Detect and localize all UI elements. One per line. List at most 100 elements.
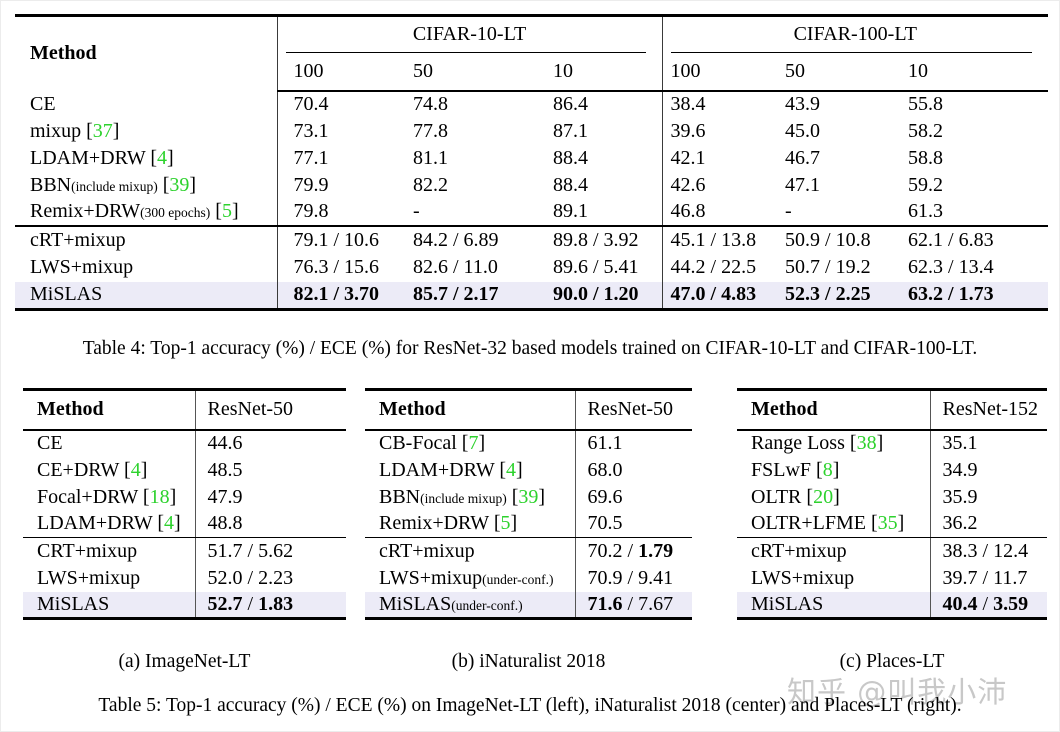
value-cell: 48.5 [194, 456, 346, 484]
table5-caption: Table 5: Top-1 accuracy (%) / ECE (%) on… [98, 695, 962, 716]
value-cell: 59.2 [908, 173, 944, 196]
header-row: Method ResNet-50 [23, 389, 346, 431]
imbalance-header-50: 50 [770, 52, 894, 92]
value-cell: 70.2 / 1.79 [574, 537, 692, 565]
value-cell: 61.3 [893, 198, 1049, 227]
value-cell: 38.3 / 12.4 [929, 537, 1047, 565]
accuracy-value: 39.7 [942, 566, 978, 589]
value-cell: 45.1 / 13.8 [661, 225, 771, 254]
method-name: OLTR [751, 485, 802, 508]
value-cell: 77.8 [413, 119, 448, 142]
ece-value: 1.79 [638, 539, 674, 562]
method-name: cRT+mixup [751, 539, 847, 562]
method-name: LDAM+DRW [37, 512, 153, 535]
method-name: Remix+DRW [30, 200, 141, 222]
value-cell: 70.4 [276, 90, 397, 118]
t5c-row-crt-mixup: cRT+mixup 38.3 / 12.4 [737, 537, 1047, 565]
value-cell: 52.0 / 2.23 [194, 564, 346, 592]
t5c-row-mislas: MiSLAS 40.4 / 3.59 [737, 591, 1047, 619]
citation-number: 4 [157, 146, 168, 169]
value-cell: 62.3 / 13.4 [908, 256, 994, 278]
method-name: Remix+DRW [379, 512, 489, 535]
method-subscript: (300 epochs) [140, 205, 211, 220]
citation-number: 39 [169, 173, 190, 196]
accuracy-value: 52.0 [207, 566, 243, 589]
accuracy-value: 51.7 [207, 539, 243, 562]
table4-row-bbn: BBN(include mixup) [39] 79.9 82.2 88.4 42.6 4… [15, 171, 1048, 199]
value-cell: 79.9 [276, 171, 397, 199]
method-name: MiSLAS [37, 592, 110, 615]
value-cell: 73.1 [276, 117, 397, 145]
ece-value: 7.67 [638, 592, 674, 615]
value-cell: 58.2 [908, 119, 944, 142]
subtable-b-caption: (b) iNaturalist 2018 [451, 651, 606, 672]
method-name: FSLwF [751, 458, 812, 481]
value-cell: 42.1 [661, 144, 771, 172]
t5a-row-mislas: MiSLAS 52.7 / 1.83 [23, 591, 346, 619]
method-cell: MiSLAS [15, 281, 277, 310]
method-cell: FSLwF [8] [751, 458, 840, 481]
value-cell: 58.8 [908, 146, 944, 169]
ece-value: 5.62 [258, 539, 294, 562]
method-name: MiSLAS [751, 592, 824, 615]
value-cell: 44.2 / 22.5 [661, 253, 771, 282]
t5b-row-lws-mixup: LWS+mixup(under-conf.) 70.9 / 9.41 [365, 564, 692, 592]
value-cell: 34.9 [929, 456, 1047, 484]
value-cell: 35.9 [929, 483, 1047, 511]
method-cell: cRT+mixup [737, 538, 930, 565]
method-name: LDAM+DRW [30, 146, 146, 169]
citation-number: 35 [877, 512, 898, 535]
value-cell: 89.6 / 5.41 [553, 256, 639, 278]
table4-row-lws-mixup: LWS+mixup 76.3 / 15.6 82.6 / 11.0 89.6 / 5.… [15, 253, 1048, 282]
value-cell: 52.7 / 1.83 [194, 591, 346, 619]
t5c-row-fslwf: FSLwF [8] 34.9 [737, 456, 1047, 484]
header-row: Method ResNet-152 [737, 389, 1047, 431]
method-cell: mixup [37] [30, 119, 120, 142]
method-name: mixup [30, 119, 82, 142]
accuracy-value: 71.6 [587, 592, 623, 615]
method-cell: LDAM+DRW [4] [30, 146, 174, 169]
t5c-row-oltr-lfme: OLTR+LFME [35] 36.2 [737, 510, 1047, 538]
table4-row-ldam-drw: LDAM+DRW [4] 77.1 81.1 88.4 42.1 46.7 58.8 [15, 144, 1048, 172]
imbalance-header-50: 50 [397, 52, 537, 92]
method-cell: MiSLAS(under-conf.) [365, 591, 575, 619]
value-cell: 63.2 / 1.73 [893, 281, 1049, 310]
method-name: cRT+mixup [379, 539, 475, 562]
value-cell: 36.2 [929, 510, 1047, 538]
citation-number: 37 [92, 119, 113, 142]
value-cell: 77.1 [276, 144, 397, 172]
accuracy-value: 40.4 [942, 592, 978, 615]
imbalance-header-100: 100 [276, 52, 397, 92]
method-name: CE+DRW [37, 458, 120, 481]
value-cell: 71.6 / 7.67 [574, 591, 692, 619]
t5a-row-ce-drw: CE+DRW [4] 48.5 [23, 456, 346, 484]
value-cell: 82.2 [413, 173, 448, 196]
method-column-header: Method [737, 389, 930, 431]
method-cell: CRT+mixup [23, 538, 195, 565]
value-cell: 62.1 / 6.83 [908, 228, 994, 251]
value-cell: 46.8 [661, 198, 771, 227]
ece-value: 9.41 [638, 566, 674, 589]
value-cell: 47.9 [194, 483, 346, 511]
backbone-column-header: ResNet-152 [929, 389, 1047, 431]
method-cell: LDAM+DRW [4] [379, 458, 523, 481]
value-cell: 51.7 / 5.62 [194, 537, 346, 565]
group-header-cifar100lt: CIFAR-100-LT [661, 15, 1049, 53]
method-cell: BBN(include mixup) [39] [379, 485, 546, 508]
accuracy-value: 38.3 [942, 539, 978, 562]
value-cell: 43.9 [785, 93, 821, 115]
value-cell: 42.6 [661, 171, 771, 199]
value-cell: 89.1 [537, 198, 663, 227]
value-cell: 52.3 / 2.25 [770, 281, 894, 310]
t5c-row-range-loss: Range Loss [38] 35.1 [737, 429, 1047, 457]
ece-value: 11.7 [993, 566, 1028, 589]
value-cell: 61.1 [574, 429, 692, 457]
citation-number: 5 [221, 200, 232, 222]
value-cell: 88.4 [553, 146, 588, 169]
subtable-a-caption: (a) ImageNet-LT [118, 651, 251, 672]
method-name: LDAM+DRW [379, 458, 495, 481]
method-cell: Remix+DRW [5] [365, 510, 575, 538]
value-cell: 47.1 [785, 173, 821, 196]
citation-number: 18 [149, 485, 170, 508]
method-cell: LDAM+DRW [4] [23, 510, 195, 538]
